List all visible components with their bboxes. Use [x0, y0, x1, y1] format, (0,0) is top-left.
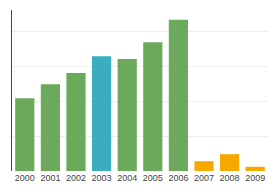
svg-text:2008: 2008 — [220, 173, 240, 183]
svg-text:2005: 2005 — [143, 173, 163, 183]
svg-text:2009: 2009 — [245, 173, 265, 183]
svg-text:2007: 2007 — [194, 173, 214, 183]
svg-text:2004: 2004 — [117, 173, 137, 183]
svg-text:2003: 2003 — [92, 173, 112, 183]
svg-text:2001: 2001 — [40, 173, 60, 183]
svg-text:2002: 2002 — [66, 173, 86, 183]
svg-text:2000: 2000 — [15, 173, 35, 183]
svg-text:2006: 2006 — [168, 173, 188, 183]
